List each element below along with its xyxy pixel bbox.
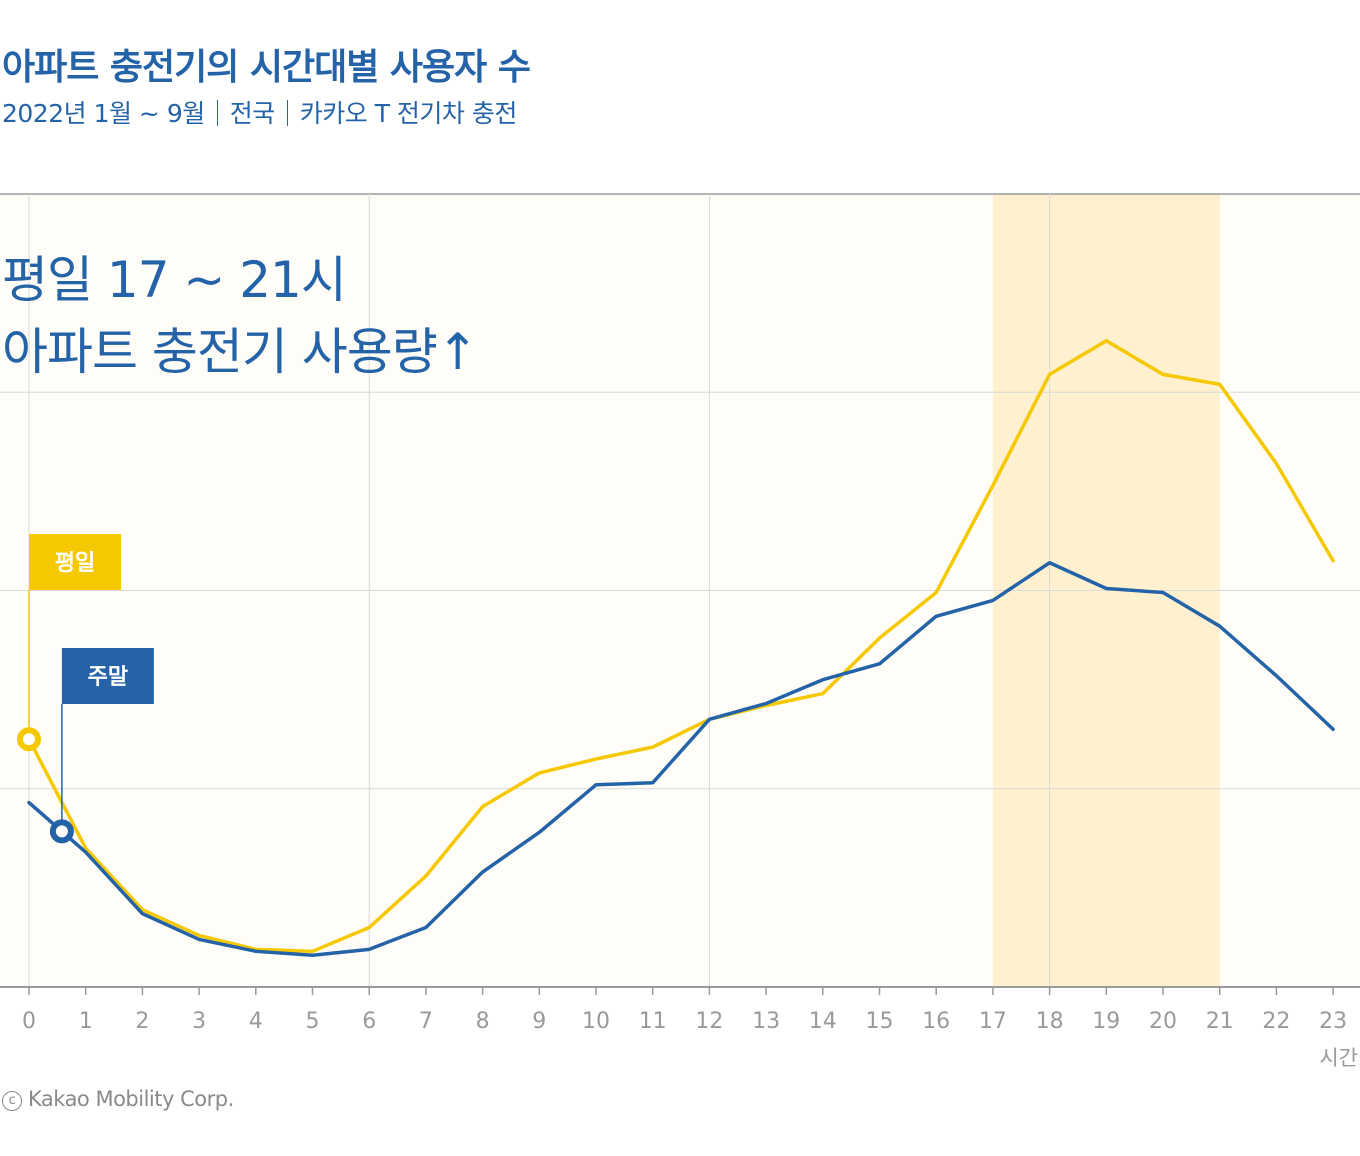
legend-label-weekday: 평일 [55,551,95,576]
x-tick-label: 19 [1092,1009,1120,1034]
x-tick-label: 22 [1262,1009,1290,1034]
x-axis-label: 시간 [1319,1046,1358,1070]
series-marker-weekend [49,819,74,844]
copyright-text: Kakao Mobility Corp. [28,1087,234,1111]
x-tick-label: 23 [1319,1009,1347,1034]
subtitle-divider [216,100,218,126]
x-tick-label: 9 [532,1009,546,1034]
x-tick-label: 8 [476,1009,490,1034]
chart-subtitle: 2022년 1월 ~ 9월 전국 카카오 T 전기차 충전 [2,94,517,130]
x-tick-label: 1 [79,1009,93,1034]
legend-box-weekday [29,534,121,590]
x-tick-label: 15 [866,1009,894,1034]
x-tick-label: 12 [695,1009,723,1034]
annotation-line-2: 아파트 충전기 사용량↑ [2,323,478,381]
subtitle-period: 2022년 1월 ~ 9월 [2,99,205,128]
series-marker-weekday [17,727,41,752]
chart-title: 아파트 충전기의 시간대별 사용자 수 [2,47,531,88]
x-tick-label: 16 [922,1009,950,1034]
legend-label-weekend: 주말 [88,665,128,690]
series-line-weekday [27,338,1335,954]
x-tick-label: 3 [192,1009,206,1034]
x-tick-label: 11 [639,1009,667,1034]
x-tick-label: 5 [306,1009,320,1034]
x-tick-label: 20 [1149,1009,1177,1034]
subtitle-divider [286,100,288,126]
x-tick-label: 0 [22,1009,36,1034]
x-tick-label: 7 [419,1009,433,1034]
copyright: c Kakao Mobility Corp. [2,1087,234,1111]
x-tick-label: 21 [1206,1009,1234,1034]
x-tick-label: 13 [752,1009,780,1034]
series-line-weekend [27,560,1335,958]
line-chart: 0 1 2 3 4 5 6 7 8 9 10 11 12 13 14 15 16 17 18 19 20 21 22 23시간… [0,193,1360,1070]
annotation-line-1: 평일 17 ~ 21시 [2,251,346,309]
x-tick-label: 6 [362,1009,376,1034]
x-tick-label: 18 [1036,1009,1064,1034]
x-tick-label: 14 [809,1009,837,1034]
x-tick-label: 10 [582,1009,610,1034]
subtitle-region: 전국 [229,99,276,128]
x-tick-label: 17 [979,1009,1007,1034]
subtitle-source: 카카오 T 전기차 충전 [299,99,518,128]
x-tick-label: 4 [249,1009,263,1034]
legend-box-weekend [61,648,154,704]
x-tick-label: 2 [135,1009,149,1034]
copyright-icon: c [2,1091,22,1111]
